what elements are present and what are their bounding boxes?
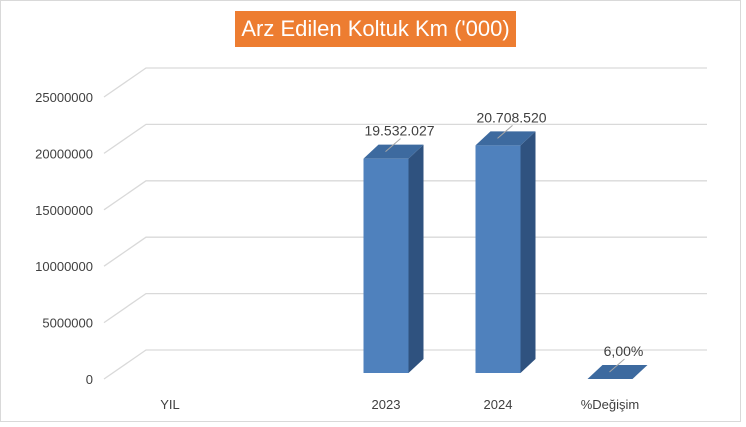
data-labels: 19.532.027 20.708.520 6,00% — [364, 109, 644, 373]
y-tick-label: 5000000 — [42, 316, 93, 331]
chart-title-box: Arz Edilen Koltuk Km ('000) — [235, 11, 516, 47]
y-tick-label: 20000000 — [35, 146, 93, 161]
chart-title: Arz Edilen Koltuk Km ('000) — [241, 16, 510, 41]
x-category-label: %Değişim — [581, 397, 640, 412]
data-label-leader — [497, 125, 513, 139]
y-axis-ticks: 0 5000000 10000000 15000000 20000000 25000000 — [35, 90, 93, 387]
y-tick-label: 0 — [86, 372, 93, 387]
data-label-leader — [609, 358, 625, 373]
data-label: 19.532.027 — [364, 123, 434, 139]
gridline — [103, 67, 707, 98]
data-label: 6,00% — [604, 343, 644, 359]
y-tick-label: 15000000 — [35, 203, 93, 218]
x-category-label: 2023 — [372, 397, 401, 412]
bars — [363, 131, 648, 379]
x-category-label: 2024 — [484, 397, 513, 412]
y-tick-label: 10000000 — [35, 259, 93, 274]
gridline — [103, 123, 707, 154]
bar — [475, 131, 536, 373]
data-label: 20.708.520 — [476, 109, 546, 125]
x-axis-categories: YIL 2023 2024 %Değişim — [160, 397, 639, 412]
bar — [363, 144, 424, 373]
y-tick-label: 25000000 — [35, 90, 93, 105]
bar — [587, 364, 648, 379]
data-label-leader — [385, 138, 401, 153]
x-category-label: YIL — [160, 397, 180, 412]
